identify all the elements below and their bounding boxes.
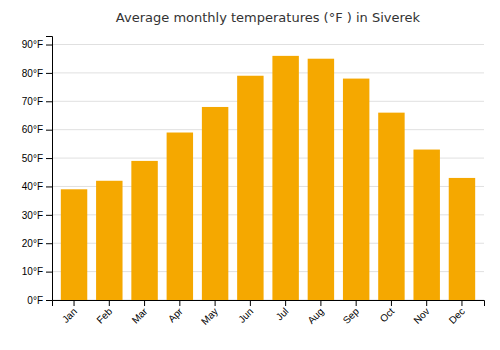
y-axis: 0°F 10°F 20°F 30°F 40°F 50°F 60°F 70°F 80°F 90°F: [22, 37, 53, 306]
tick-label: Jul: [274, 306, 291, 323]
tick: Oct: [378, 300, 397, 324]
tick: Nov: [411, 300, 431, 326]
tick: Sep: [341, 300, 362, 326]
tick-label: Feb: [94, 305, 114, 325]
tick: 80°F: [22, 68, 52, 79]
grid-line: [52, 72, 484, 73]
tick-mark: [46, 215, 52, 216]
tick-mark: [46, 101, 52, 102]
tick-mark: [391, 300, 392, 306]
tick-label: 90°F: [22, 39, 43, 50]
bar: [167, 133, 193, 300]
bars: [61, 56, 475, 300]
grid: [52, 45, 484, 300]
tick-label: 80°F: [22, 68, 43, 79]
tick-label: Dec: [447, 306, 467, 326]
tick-label: Nov: [411, 306, 431, 326]
tick: Apr: [166, 300, 185, 324]
tick: 30°F: [22, 210, 52, 221]
bar: [96, 181, 122, 300]
tick-label: 0°F: [27, 295, 43, 306]
tick-mark: [46, 272, 52, 273]
tick-label: 20°F: [22, 238, 43, 249]
tick: 10°F: [22, 266, 52, 277]
plot: 0°F 10°F 20°F 30°F 40°F 50°F 60°F 70°F 80°F 90°F J…: [22, 37, 485, 327]
bar: [413, 150, 439, 300]
tick: 70°F: [22, 96, 52, 107]
bar: [131, 161, 157, 300]
tick-label: Sep: [341, 305, 362, 326]
tick: 20°F: [22, 238, 52, 249]
tick-label: 70°F: [22, 96, 43, 107]
tick: 90°F: [22, 39, 52, 50]
tick: Mar: [130, 300, 150, 326]
tick-mark: [461, 300, 462, 306]
tick-mark: [250, 300, 251, 306]
tick: 60°F: [22, 124, 52, 135]
tick-mark: [320, 300, 321, 306]
tick-mark: [285, 300, 286, 306]
tick-mark: [46, 243, 52, 244]
tick-label: Mar: [130, 305, 150, 325]
tick: Feb: [94, 300, 114, 326]
tick-mark: [46, 300, 52, 301]
bar: [378, 113, 404, 300]
tick-mark: [46, 158, 52, 159]
tick-label: 50°F: [22, 153, 43, 164]
bar: [272, 56, 298, 300]
title: Average monthly temperatures (°F ) in Si…: [116, 10, 421, 25]
tick-label: Jan: [60, 306, 79, 325]
tick-mark: [356, 300, 357, 306]
tick-label: May: [199, 306, 220, 327]
grid-line: [52, 101, 484, 102]
tick: Aug: [305, 300, 325, 326]
bar: [202, 107, 228, 300]
tick: Jan: [60, 300, 79, 325]
tick: 0°F: [27, 295, 52, 306]
tick: May: [199, 300, 220, 327]
bar: [61, 189, 87, 300]
axis-line: [53, 301, 485, 307]
tick-mark: [109, 300, 110, 306]
tick-mark: [46, 45, 52, 46]
tick-label: 30°F: [22, 210, 43, 221]
tick: Jun: [236, 300, 255, 325]
tick-mark: [179, 300, 180, 306]
tick: 50°F: [22, 153, 52, 164]
tick-mark: [46, 130, 52, 131]
bar: [308, 59, 334, 300]
grid-line: [52, 44, 484, 45]
bar: [237, 76, 263, 300]
tick-label: Oct: [378, 306, 397, 325]
tick-label: Aug: [305, 306, 325, 326]
bar: [343, 79, 369, 300]
tick-mark: [215, 300, 216, 306]
tick-mark: [46, 73, 52, 74]
x-axis: Jan Feb Mar Apr May Jun Jul Aug Sep Oct Nov Dec: [53, 300, 485, 327]
axis-line: [46, 37, 53, 301]
tick-label: 40°F: [22, 181, 43, 192]
tick-mark: [144, 300, 145, 306]
tick-label: Apr: [166, 305, 185, 324]
chart: 0°F 10°F 20°F 30°F 40°F 50°F 60°F 70°F 80°F 90°F J…: [0, 0, 500, 350]
grid-line: [52, 129, 484, 130]
tick-label: 10°F: [22, 266, 43, 277]
tick-mark: [46, 186, 52, 187]
tick-mark: [426, 300, 427, 306]
bar: [449, 178, 475, 300]
tick-label: Jun: [236, 306, 255, 325]
tick-label: 60°F: [22, 124, 43, 135]
tick-mark: [74, 300, 75, 306]
tick: Dec: [447, 300, 467, 326]
tick: Jul: [274, 300, 291, 322]
tick: 40°F: [22, 181, 52, 192]
